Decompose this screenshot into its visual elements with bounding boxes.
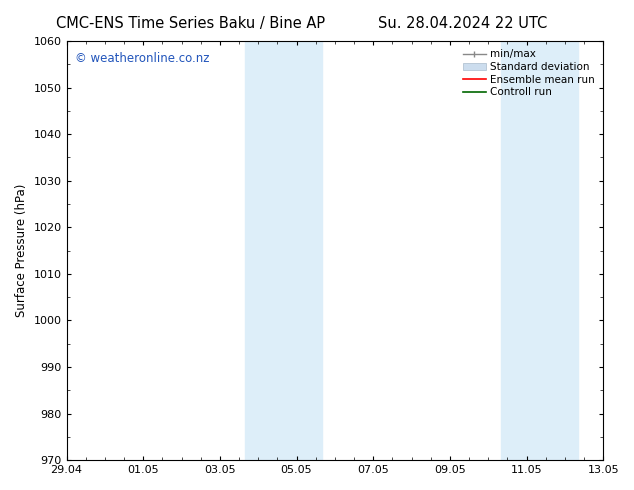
Legend: min/max, Standard deviation, Ensemble mean run, Controll run: min/max, Standard deviation, Ensemble me… [460,46,598,100]
Text: Su. 28.04.2024 22 UTC: Su. 28.04.2024 22 UTC [378,16,547,31]
Y-axis label: Surface Pressure (hPa): Surface Pressure (hPa) [15,184,28,318]
Bar [245,41,271,460]
Text: © weatheronline.co.nz: © weatheronline.co.nz [75,51,209,65]
Bar [501,41,526,460]
Bar [271,41,322,460]
Bar [526,41,578,460]
Text: CMC-ENS Time Series Baku / Bine AP: CMC-ENS Time Series Baku / Bine AP [56,16,325,31]
